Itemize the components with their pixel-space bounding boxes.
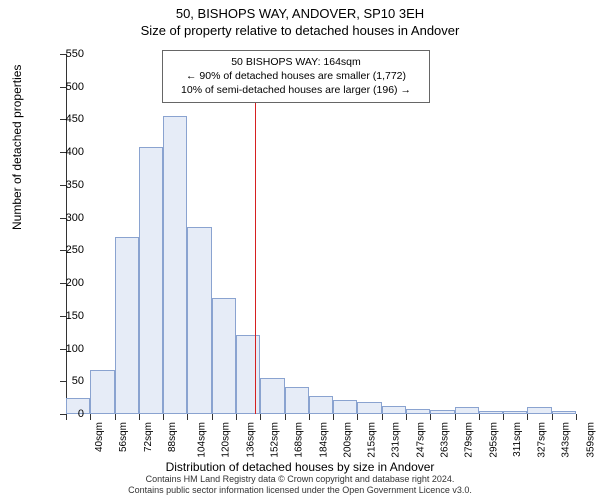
histogram-bar	[357, 402, 381, 414]
title-subtitle: Size of property relative to detached ho…	[0, 23, 600, 38]
histogram-bar	[236, 335, 260, 414]
x-tick	[430, 414, 431, 420]
footer-line1: Contains HM Land Registry data © Crown c…	[0, 474, 600, 485]
x-tick-label: 359sqm	[585, 422, 596, 458]
histogram-bar	[139, 147, 163, 414]
y-tick-label: 300	[44, 212, 84, 224]
x-tick	[187, 414, 188, 420]
x-tick-label: 40sqm	[94, 422, 105, 452]
info-box-line3: 10% of semi-detached houses are larger (…	[169, 83, 423, 97]
footer-line2: Contains public sector information licen…	[0, 485, 600, 496]
chart-footer: Contains HM Land Registry data © Crown c…	[0, 474, 600, 496]
y-tick-label: 0	[44, 408, 84, 420]
y-tick-label: 400	[44, 146, 84, 158]
y-tick-label: 100	[44, 343, 84, 355]
histogram-bar	[479, 411, 503, 414]
x-tick-label: 231sqm	[391, 422, 402, 458]
x-tick-label: 56sqm	[118, 422, 129, 452]
x-tick	[357, 414, 358, 420]
x-tick	[455, 414, 456, 420]
x-tick-label: 200sqm	[342, 422, 353, 458]
histogram-bar	[503, 411, 527, 414]
x-tick	[115, 414, 116, 420]
x-tick	[503, 414, 504, 420]
x-tick	[139, 414, 140, 420]
histogram-bar	[430, 410, 454, 414]
x-tick	[163, 414, 164, 420]
x-tick-label: 72sqm	[143, 422, 154, 452]
y-tick-label: 500	[44, 81, 84, 93]
y-tick-label: 550	[44, 48, 84, 60]
histogram-bar	[187, 227, 211, 414]
x-tick	[309, 414, 310, 420]
x-tick	[236, 414, 237, 420]
x-tick-label: 184sqm	[318, 422, 329, 458]
x-tick	[333, 414, 334, 420]
y-tick-label: 250	[44, 244, 84, 256]
histogram-bar	[333, 400, 357, 414]
x-tick	[576, 414, 577, 420]
chart-plot-area	[66, 54, 576, 414]
x-tick-label: 88sqm	[167, 422, 178, 452]
y-tick-label: 450	[44, 113, 84, 125]
x-tick	[285, 414, 286, 420]
y-tick-label: 50	[44, 375, 84, 387]
y-tick-label: 200	[44, 277, 84, 289]
histogram-bar	[455, 407, 479, 414]
histogram-bar	[382, 406, 406, 414]
x-tick-label: 279sqm	[464, 422, 475, 458]
x-tick-label: 295sqm	[488, 422, 499, 458]
x-tick-label: 152sqm	[270, 422, 281, 458]
y-tick-label: 350	[44, 179, 84, 191]
x-tick-label: 168sqm	[294, 422, 305, 458]
x-tick	[479, 414, 480, 420]
chart-titles: 50, BISHOPS WAY, ANDOVER, SP10 3EH Size …	[0, 0, 600, 38]
x-tick-label: 104sqm	[197, 422, 208, 458]
histogram-bar	[115, 237, 139, 414]
x-tick	[260, 414, 261, 420]
x-tick-label: 263sqm	[440, 422, 451, 458]
x-tick	[552, 414, 553, 420]
x-tick-label: 247sqm	[415, 422, 426, 458]
x-tick-label: 215sqm	[367, 422, 378, 458]
histogram-bar	[552, 411, 576, 414]
histogram-bar	[90, 370, 114, 415]
info-box-line2: ← 90% of detached houses are smaller (1,…	[169, 69, 423, 83]
histogram-bar	[309, 396, 333, 414]
histogram-bar	[285, 387, 309, 414]
x-tick-label: 311sqm	[512, 422, 523, 457]
y-tick-label: 150	[44, 310, 84, 322]
reference-line	[255, 54, 256, 414]
x-tick	[406, 414, 407, 420]
x-axis-label: Distribution of detached houses by size …	[0, 460, 600, 474]
x-tick-label: 120sqm	[221, 422, 232, 458]
x-tick-label: 136sqm	[245, 422, 256, 458]
histogram-bar	[163, 116, 187, 414]
x-tick	[212, 414, 213, 420]
info-box-line1: 50 BISHOPS WAY: 164sqm	[169, 55, 423, 69]
histogram-bar	[406, 409, 430, 414]
x-tick	[382, 414, 383, 420]
x-tick-label: 327sqm	[537, 422, 548, 458]
y-axis-label: Number of detached properties	[10, 65, 24, 230]
x-tick	[90, 414, 91, 420]
x-tick	[527, 414, 528, 420]
histogram-bar	[212, 298, 236, 415]
title-address: 50, BISHOPS WAY, ANDOVER, SP10 3EH	[0, 6, 600, 21]
y-axis-line	[66, 54, 67, 414]
info-box: 50 BISHOPS WAY: 164sqm ← 90% of detached…	[162, 50, 430, 103]
histogram-bar	[260, 378, 284, 414]
x-tick-label: 343sqm	[561, 422, 572, 458]
histogram-bar	[527, 407, 551, 414]
